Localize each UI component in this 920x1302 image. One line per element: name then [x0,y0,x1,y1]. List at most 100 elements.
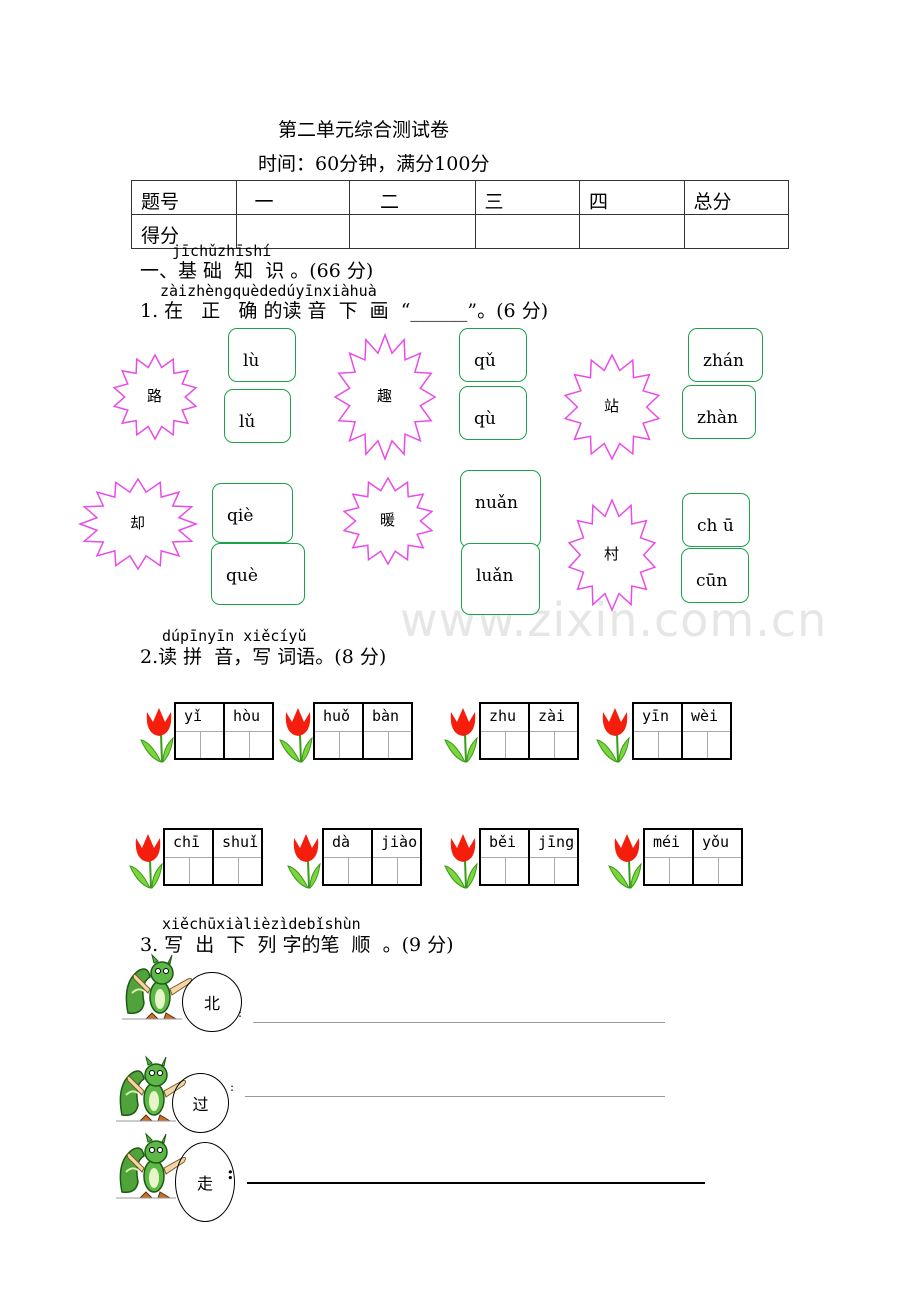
burst-char: 暖 [380,511,396,529]
writing-grid: dà jiào [322,828,422,886]
pinyin-label: shuǐ [214,830,261,858]
burst-char: 趣 [377,387,393,405]
colon: : [238,1006,243,1020]
section1-heading: 一、基 础 知 识 。(66 分) [140,260,374,282]
squirrel-icon [116,1055,187,1122]
pinyin-option[interactable]: qiè [212,483,293,543]
pinyin-option[interactable]: zhàn [682,385,756,439]
writing-cell[interactable]: jiào [373,830,420,884]
table-header: 题号 [131,180,237,215]
starburst-shape [112,353,198,441]
pinyin-label: jiào [373,830,420,858]
pinyin-label: bàn [364,704,411,732]
score-cell[interactable] [235,214,350,249]
section1-pinyin: jīchǔzhīshí [172,242,272,260]
pinyin-label: dà [324,830,371,858]
writing-grid: yīn wèi [632,702,732,760]
pinyin-option[interactable]: cūn [681,548,749,603]
q2-pinyin: dúpīnyīn xiěcíyǔ [162,627,307,645]
score-cell[interactable] [683,214,789,249]
guide-line [237,858,239,884]
squirrel-icon [116,1132,187,1199]
writing-cell[interactable]: jīng [530,830,577,884]
guide-line [553,732,555,758]
pinyin-option[interactable]: lǔ [224,389,291,443]
writing-cell[interactable]: méi [645,830,694,884]
pinyin-label: zhu [481,704,528,732]
starburst-shape [77,477,199,571]
guide-line [706,732,708,758]
writing-cell[interactable]: dà [324,830,373,884]
tulip-icon [444,834,478,890]
pinyin-label: chī [165,830,212,858]
pinyin-option[interactable]: lù [228,328,296,382]
tulip-icon [444,708,478,764]
writing-grid: huǒ bàn [313,702,413,760]
burst-char: 路 [147,387,163,405]
writing-cell[interactable]: huǒ [315,704,364,758]
character-circle: 北 [182,972,242,1032]
pinyin-label: wèi [683,704,730,732]
pinyin-option[interactable]: nuǎn [460,470,541,548]
pinyin-option[interactable]: zhán [688,328,763,382]
pinyin-label: méi [645,830,692,858]
score-cell[interactable] [579,214,685,249]
page-title: 第二单元综合测试卷 [278,119,450,141]
answer-line[interactable] [247,1182,705,1184]
guide-line [504,858,506,884]
pinyin-label: běi [481,830,528,858]
answer-line[interactable] [253,1022,665,1023]
guide-line [338,732,340,758]
squirrel-icon [122,953,193,1020]
pinyin-option[interactable]: qǔ [459,328,527,382]
tulip-icon [608,834,642,890]
pinyin-label: jīng [530,830,577,858]
writing-grid: méi yǒu [643,828,743,886]
score-cell[interactable] [349,214,476,249]
tulip-icon [287,834,321,890]
tulip-icon [140,708,174,764]
guide-line [387,732,389,758]
character-circle: 过 [172,1073,229,1133]
writing-cell[interactable]: wèi [683,704,730,758]
writing-cell[interactable]: chī [165,830,214,884]
writing-grid: yǐ hòu [174,702,274,760]
pinyin-option[interactable]: luǎn [461,543,540,615]
guide-line [347,858,349,884]
guide-line [396,858,398,884]
pinyin-option[interactable]: qù [459,386,527,440]
answer-line[interactable] [245,1096,665,1097]
writing-cell[interactable]: zhu [481,704,530,758]
tulip-icon [129,834,163,890]
writing-grid: zhu zài [479,702,579,760]
writing-cell[interactable]: běi [481,830,530,884]
character-circle: 走 [175,1142,235,1222]
writing-cell[interactable]: yīn [634,704,683,758]
page-subtitle: 时间：60分钟，满分100分 [258,153,490,175]
pinyin-option[interactable]: què [211,543,305,605]
writing-cell[interactable]: shuǐ [214,830,261,884]
table-header: 四 [579,180,685,215]
guide-line [553,858,555,884]
q2-heading: 2.读 拼 音，写 词语。(8 分) [140,646,387,668]
writing-cell[interactable]: hòu [225,704,272,758]
tulip-icon [596,708,630,764]
guide-line [717,858,719,884]
writing-grid: chī shuǐ [163,828,263,886]
guide-line [657,732,659,758]
pinyin-label: hòu [225,704,272,732]
writing-cell[interactable]: bàn [364,704,411,758]
q1-pinyin: zàizhèngquèdedúyīnxiàhuà [160,282,377,300]
table-header: 总分 [683,180,789,215]
q3-heading: 3. 写 出 下 列 字的笔 顺 。(9 分) [140,934,454,956]
writing-cell[interactable]: zài [530,704,577,758]
pinyin-label: yǒu [694,830,741,858]
guide-line [248,732,250,758]
writing-cell[interactable]: yǐ [176,704,225,758]
writing-grid: běi jīng [479,828,579,886]
burst-char: 站 [604,397,620,415]
pinyin-option[interactable]: ch ū [682,493,750,547]
score-cell[interactable] [474,214,580,249]
writing-cell[interactable]: yǒu [694,830,741,884]
q3-pinyin: xiěchūxiàlièzìdebǐshùn [162,915,361,933]
